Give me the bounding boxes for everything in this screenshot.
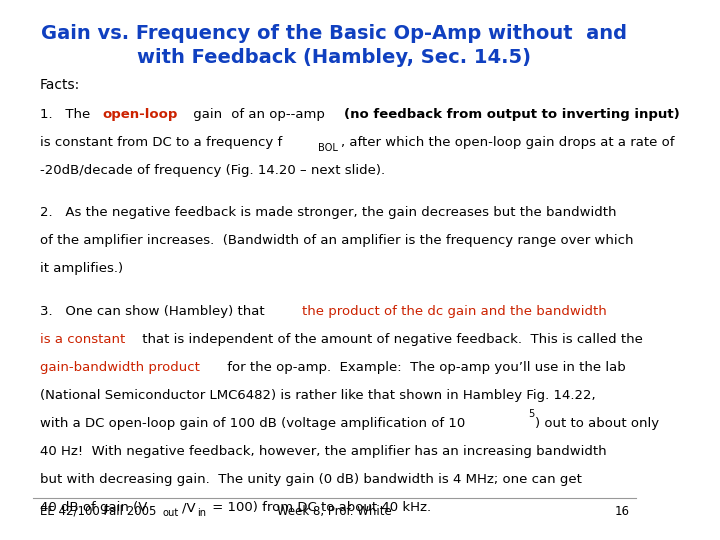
Text: open-loop: open-loop bbox=[102, 108, 178, 121]
Text: = 100) from DC to about 40 kHz.: = 100) from DC to about 40 kHz. bbox=[207, 501, 431, 514]
Text: (no feedback from output to inverting input): (no feedback from output to inverting in… bbox=[344, 108, 680, 121]
Text: 40 dB of gain (V: 40 dB of gain (V bbox=[40, 501, 147, 514]
Text: Week 8, Prof. White: Week 8, Prof. White bbox=[277, 505, 392, 518]
Text: but with decreasing gain.  The unity gain (0 dB) bandwidth is 4 MHz; one can get: but with decreasing gain. The unity gain… bbox=[40, 473, 582, 486]
Text: in: in bbox=[197, 508, 206, 518]
Text: of the amplifier increases.  (Bandwidth of an amplifier is the frequency range o: of the amplifier increases. (Bandwidth o… bbox=[40, 234, 633, 247]
Text: is constant from DC to a frequency f: is constant from DC to a frequency f bbox=[40, 136, 282, 149]
Text: with a DC open-loop gain of 100 dB (voltage amplification of 10: with a DC open-loop gain of 100 dB (volt… bbox=[40, 417, 465, 430]
Text: out: out bbox=[163, 508, 179, 518]
Text: 1.   The: 1. The bbox=[40, 108, 94, 121]
Text: 5: 5 bbox=[528, 409, 534, 419]
Text: (National Semiconductor LMC6482) is rather like that shown in Hambley Fig. 14.22: (National Semiconductor LMC6482) is rath… bbox=[40, 389, 595, 402]
Text: is a constant: is a constant bbox=[40, 333, 125, 346]
Text: ) out to about only: ) out to about only bbox=[535, 417, 660, 430]
Text: -20dB/decade of frequency (Fig. 14.20 – next slide).: -20dB/decade of frequency (Fig. 14.20 – … bbox=[40, 164, 384, 177]
Text: Facts:: Facts: bbox=[40, 78, 80, 92]
Text: 3.   One can show (Hambley) that: 3. One can show (Hambley) that bbox=[40, 305, 269, 318]
Text: gain: gain bbox=[189, 108, 222, 121]
Text: it amplifies.): it amplifies.) bbox=[40, 262, 122, 275]
Text: , after which the open-loop gain drops at a rate of: , after which the open-loop gain drops a… bbox=[341, 136, 674, 149]
Text: BOL: BOL bbox=[318, 143, 338, 153]
Text: with Feedback (Hambley, Sec. 14.5): with Feedback (Hambley, Sec. 14.5) bbox=[138, 48, 531, 66]
Text: the product of the dc gain and the bandwidth: the product of the dc gain and the bandw… bbox=[302, 305, 607, 318]
Text: /V: /V bbox=[181, 501, 195, 514]
Text: 2.   As the negative feedback is made stronger, the gain decreases but the bandw: 2. As the negative feedback is made stro… bbox=[40, 206, 616, 219]
Text: 16: 16 bbox=[614, 505, 629, 518]
Text: EE 42/100 Fall 2005: EE 42/100 Fall 2005 bbox=[40, 505, 156, 518]
Text: for the op-amp.  Example:  The op-amp you’ll use in the lab: for the op-amp. Example: The op-amp you’… bbox=[223, 361, 626, 374]
Text: that is independent of the amount of negative feedback.  This is called the: that is independent of the amount of neg… bbox=[138, 333, 642, 346]
Text: 40 Hz!  With negative feedback, however, the amplifier has an increasing bandwid: 40 Hz! With negative feedback, however, … bbox=[40, 445, 606, 458]
Text: gain-bandwidth product: gain-bandwidth product bbox=[40, 361, 199, 374]
Text: of an op--amp: of an op--amp bbox=[227, 108, 329, 121]
Text: Gain vs. Frequency of the Basic Op-Amp without  and: Gain vs. Frequency of the Basic Op-Amp w… bbox=[42, 24, 627, 43]
